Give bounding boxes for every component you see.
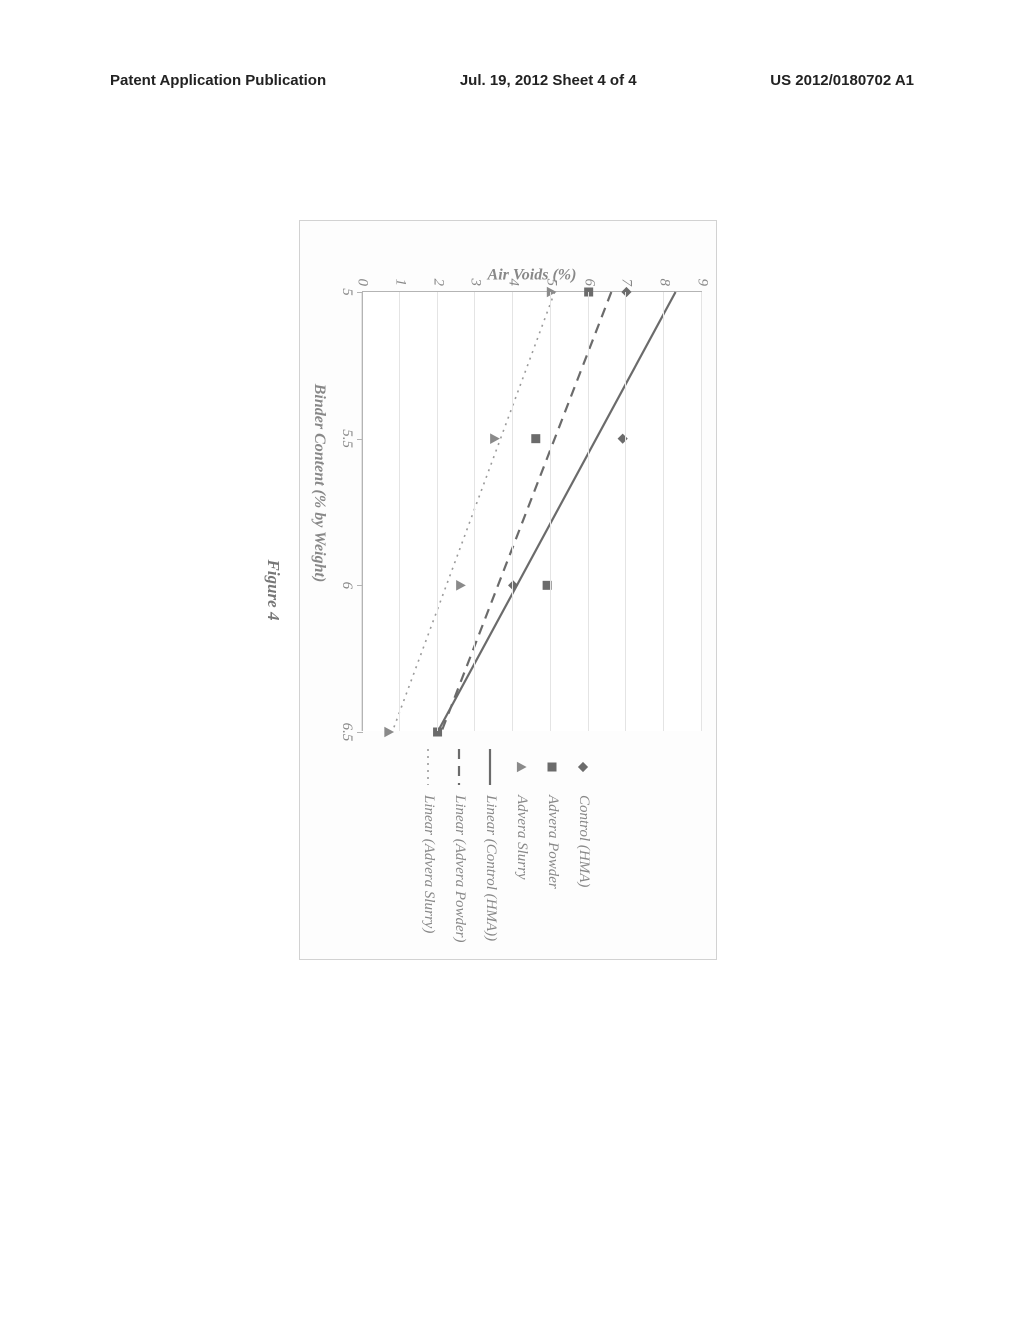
- y-tick-label: 1: [391, 279, 408, 293]
- plot-area: 012345678955.566.5: [362, 291, 702, 731]
- point-advera_powder: [531, 434, 540, 443]
- y-axis-title: Air Voids (%): [488, 266, 577, 284]
- x-tick-label: 5.5: [338, 429, 363, 448]
- chart-panel: Air Voids (%) 012345678955.566.5 Binder …: [299, 220, 717, 960]
- legend-swatch: [452, 749, 468, 785]
- figure-caption: Figure 4: [263, 220, 283, 960]
- x-tick-label: 5: [338, 288, 363, 296]
- legend-swatch: [545, 749, 561, 785]
- legend-label: Linear (Advera Slurry): [420, 795, 437, 933]
- point-advera_slurry: [490, 433, 500, 444]
- legend-item-lin_control: Linear (Control (HMA)): [482, 749, 499, 945]
- header-right: US 2012/0180702 A1: [770, 72, 914, 89]
- gridline: [361, 292, 362, 731]
- point-advera_slurry: [384, 727, 394, 738]
- x-tick-label: 6: [338, 582, 363, 590]
- fit-line-lin_powder: [441, 292, 611, 732]
- legend-swatch: [576, 749, 592, 785]
- header-left: Patent Application Publication: [110, 72, 326, 89]
- gridline: [399, 292, 400, 731]
- y-tick-label: 8: [656, 279, 673, 293]
- legend-item-control_hma: Control (HMA): [575, 749, 592, 945]
- gridline: [474, 292, 475, 731]
- gridline: [625, 292, 626, 731]
- legend: Control (HMA) Advera Powder Advera Slurry L…: [310, 743, 702, 945]
- plot-svg: [363, 292, 702, 731]
- legend-item-advera_powder: Advera Powder: [544, 749, 561, 945]
- legend-label: Control (HMA): [575, 795, 592, 887]
- legend-label: Linear (Advera Powder): [451, 795, 468, 942]
- x-axis-title: Binder Content (% by Weight): [310, 235, 328, 731]
- legend-label: Linear (Control (HMA)): [482, 795, 499, 941]
- gridline: [550, 292, 551, 731]
- page-header: Patent Application Publication Jul. 19, …: [0, 72, 1024, 89]
- y-tick-label: 2: [429, 279, 446, 293]
- header-center: Jul. 19, 2012 Sheet 4 of 4: [460, 72, 637, 89]
- x-tick-label: 6.5: [338, 723, 363, 742]
- point-advera_slurry: [456, 580, 466, 591]
- legend-swatch: [514, 749, 530, 785]
- gridline: [663, 292, 664, 731]
- y-tick-label: 9: [694, 279, 711, 293]
- y-tick-label: 5: [542, 279, 559, 293]
- y-tick-label: 7: [618, 279, 635, 293]
- legend-swatch: [483, 749, 499, 785]
- figure-container: Air Voids (%) 012345678955.566.5 Binder …: [263, 220, 717, 960]
- legend-item-lin_slurry: Linear (Advera Slurry): [420, 749, 437, 945]
- fit-line-lin_control: [438, 292, 676, 732]
- y-tick-label: 3: [467, 279, 484, 293]
- legend-label: Advera Slurry: [513, 795, 530, 880]
- legend-label: Advera Powder: [544, 795, 561, 889]
- gridline: [512, 292, 513, 731]
- legend-item-lin_powder: Linear (Advera Powder): [451, 749, 468, 945]
- gridline: [588, 292, 589, 731]
- legend-item-advera_slurry: Advera Slurry: [513, 749, 530, 945]
- gridline: [437, 292, 438, 731]
- y-tick-label: 4: [505, 279, 522, 293]
- gridline: [701, 292, 702, 731]
- legend-swatch: [421, 749, 437, 785]
- y-tick-label: 6: [580, 279, 597, 293]
- plot-column: Air Voids (%) 012345678955.566.5 Binder …: [310, 235, 702, 731]
